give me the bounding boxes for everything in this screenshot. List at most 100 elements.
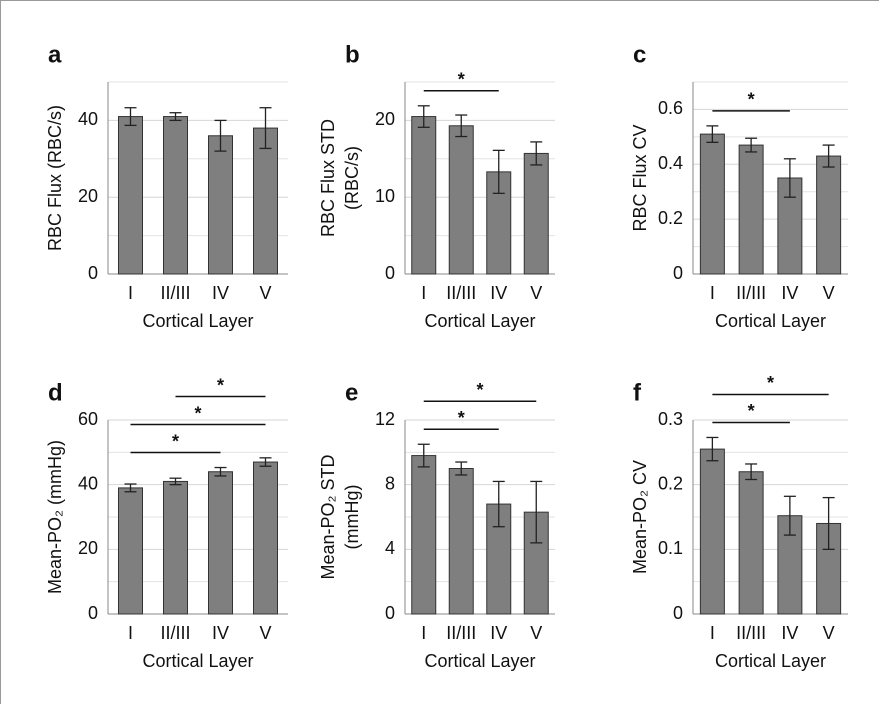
error-bar xyxy=(417,105,430,128)
y-axis-label: RBC Flux CV xyxy=(630,124,650,231)
bar xyxy=(253,127,278,275)
error-bar xyxy=(745,137,758,153)
bar xyxy=(208,135,233,275)
panel-letter: a xyxy=(48,41,62,68)
y-tick-label: 20 xyxy=(78,538,98,558)
x-axis-label: Cortical Layer xyxy=(715,311,826,331)
bar xyxy=(253,461,278,615)
x-tick-label: IV xyxy=(490,623,507,643)
y-tick-label: 0 xyxy=(673,263,683,283)
x-axis-label: Cortical Layer xyxy=(424,651,535,671)
error-bar xyxy=(783,158,796,198)
y-tick-label: 40 xyxy=(78,473,98,493)
bar xyxy=(738,471,764,615)
bar xyxy=(738,144,764,275)
bar xyxy=(163,480,188,615)
panel-letter: d xyxy=(48,379,63,406)
error-bar xyxy=(706,436,719,462)
x-tick-label: I xyxy=(128,623,133,643)
x-tick-label: II/III xyxy=(446,283,476,303)
error-bar xyxy=(417,443,430,468)
x-tick-label: IV xyxy=(212,623,229,643)
bar xyxy=(448,125,474,275)
y-tick-label: 0 xyxy=(88,263,98,283)
x-axis-label: Cortical Layer xyxy=(424,311,535,331)
y-axis-label: Mean-PO₂ (mmHg) xyxy=(45,440,65,594)
y-tick-label: 0.6 xyxy=(658,98,683,118)
significance-label: * xyxy=(458,408,465,428)
y-tick-label: 4 xyxy=(385,538,395,558)
y-tick-label: 0 xyxy=(673,603,683,623)
x-tick-label: I xyxy=(710,623,715,643)
x-tick-label: I xyxy=(128,283,133,303)
bar xyxy=(411,116,437,275)
error-bar xyxy=(492,149,505,195)
error-bar xyxy=(783,495,796,536)
bar xyxy=(699,133,725,275)
significance-label: * xyxy=(194,403,201,423)
bar xyxy=(208,471,233,615)
error-bar xyxy=(492,480,505,528)
x-tick-label: V xyxy=(530,623,542,643)
error-bar xyxy=(259,457,272,467)
error-bar xyxy=(455,461,468,476)
bar xyxy=(699,448,725,615)
x-tick-label: II/III xyxy=(736,623,766,643)
y-tick-label: 60 xyxy=(78,409,98,429)
significance-label: * xyxy=(476,380,483,400)
y-tick-label: 0.2 xyxy=(658,208,683,228)
bar xyxy=(411,455,437,615)
panel-letter: e xyxy=(345,379,358,406)
error-bar xyxy=(455,114,468,138)
x-tick-label: IV xyxy=(781,283,798,303)
error-bar xyxy=(822,144,835,168)
x-tick-label: II/III xyxy=(160,623,190,643)
x-tick-label: IV xyxy=(781,623,798,643)
bar xyxy=(163,116,188,275)
panel-letter: c xyxy=(633,41,646,68)
x-tick-label: IV xyxy=(212,283,229,303)
x-axis-label: Cortical Layer xyxy=(715,651,826,671)
x-tick-label: V xyxy=(530,283,542,303)
panel-letter: b xyxy=(345,41,360,68)
error-bar xyxy=(259,107,272,150)
error-bar xyxy=(530,141,543,166)
error-bar xyxy=(706,125,719,143)
error-bar xyxy=(214,466,227,477)
y-tick-label: 0.3 xyxy=(658,409,683,429)
significance-label: * xyxy=(748,90,755,110)
y-tick-label: 0.2 xyxy=(658,473,683,493)
y-axis-label: RBC Flux STD xyxy=(318,119,338,237)
y-tick-label: 12 xyxy=(375,409,395,429)
significance-label: * xyxy=(748,401,755,421)
significance-label: * xyxy=(767,373,774,393)
y-tick-label: 0 xyxy=(88,603,98,623)
x-tick-label: II/III xyxy=(446,623,476,643)
error-bar xyxy=(169,112,182,122)
x-axis-label: Cortical Layer xyxy=(142,311,253,331)
error-bar xyxy=(530,480,543,544)
y-tick-label: 20 xyxy=(375,109,395,129)
y-axis-label: (mmHg) xyxy=(342,485,362,550)
error-bar xyxy=(214,119,227,152)
significance-label: * xyxy=(217,375,224,395)
error-bar xyxy=(124,483,137,493)
error-bar xyxy=(169,477,182,486)
y-tick-label: 10 xyxy=(375,186,395,206)
bar xyxy=(448,468,474,615)
y-tick-label: 40 xyxy=(78,109,98,129)
y-axis-label: RBC Flux (RBC/s) xyxy=(45,105,65,251)
x-tick-label: I xyxy=(421,283,426,303)
bar xyxy=(816,155,842,275)
x-tick-label: V xyxy=(259,283,271,303)
x-tick-label: V xyxy=(259,623,271,643)
x-tick-label: I xyxy=(421,623,426,643)
y-tick-label: 20 xyxy=(78,186,98,206)
error-bar xyxy=(745,463,758,481)
x-tick-label: I xyxy=(710,283,715,303)
y-tick-label: 0.4 xyxy=(658,153,683,173)
panel-letter: f xyxy=(633,379,642,406)
bar xyxy=(118,116,143,275)
